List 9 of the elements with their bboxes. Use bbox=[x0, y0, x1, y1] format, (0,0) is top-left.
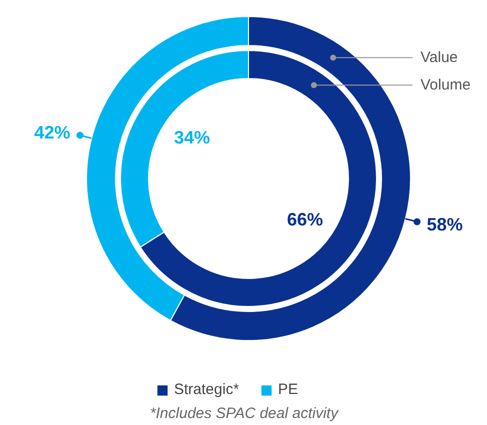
text: *Includes SPAC deal activity bbox=[150, 405, 340, 422]
legend-label: Strategic* bbox=[174, 381, 240, 398]
slice-label: Volume bbox=[420, 76, 471, 94]
data-label: 58% bbox=[426, 214, 463, 234]
slice-label: Value bbox=[420, 49, 458, 66]
data-label: 66% bbox=[286, 209, 323, 230]
legend-label: PE bbox=[278, 381, 298, 398]
data-label: 42% bbox=[34, 122, 70, 143]
data-label: 34% bbox=[174, 128, 210, 148]
